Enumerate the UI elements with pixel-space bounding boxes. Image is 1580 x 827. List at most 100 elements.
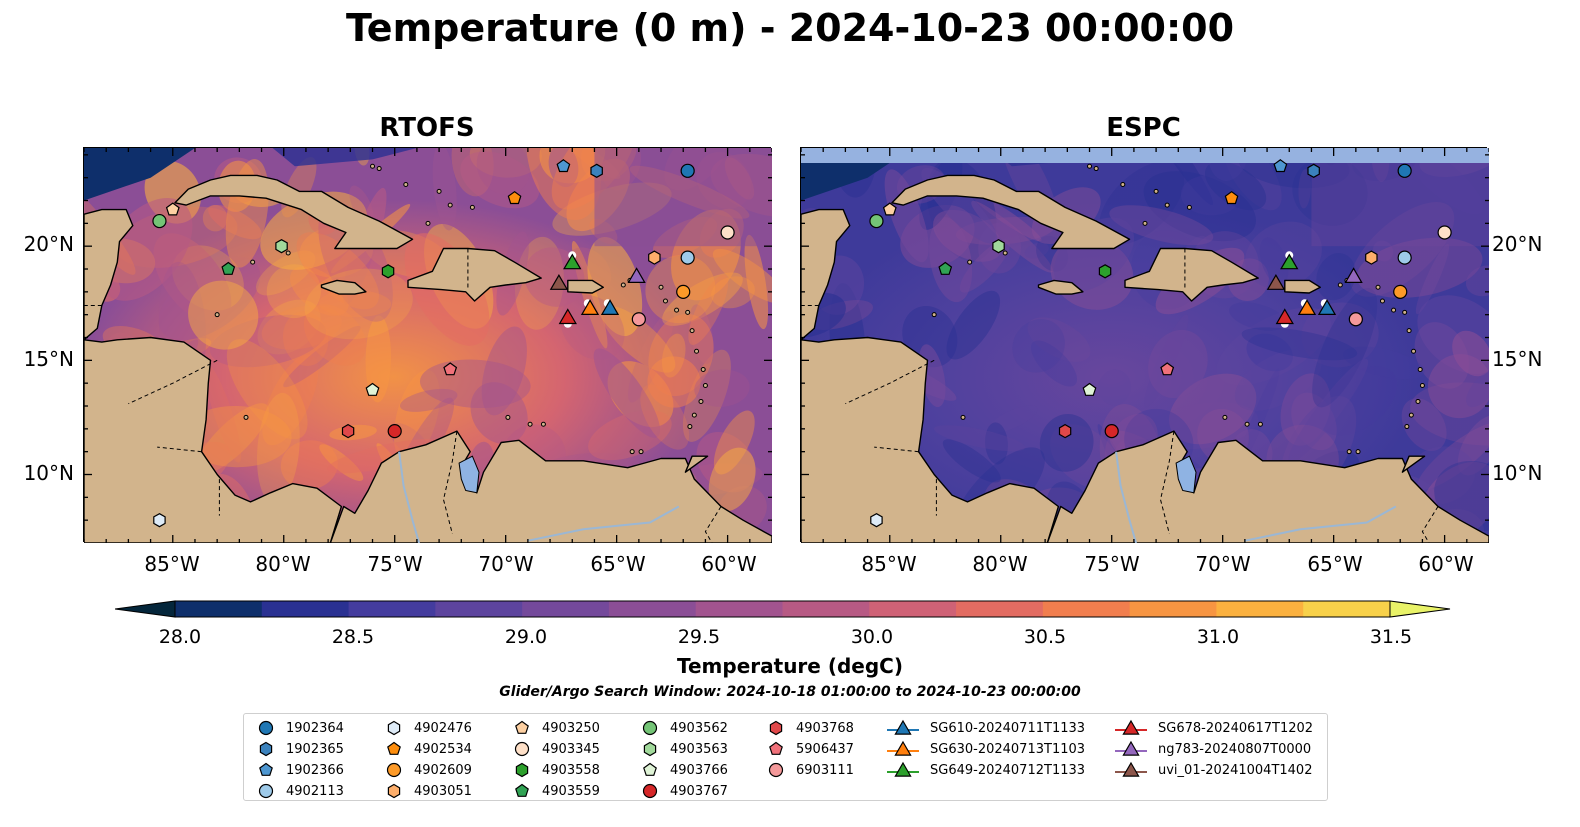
legend-label: uvi_01-20241004T1402: [1158, 762, 1313, 778]
legend-marker-icon: [515, 762, 529, 778]
legend-marker-icon: [643, 741, 657, 757]
colorbar-bin: [869, 601, 957, 617]
colorbar-label: Temperature (degC): [677, 654, 903, 678]
legend-marker-icon: [259, 762, 273, 776]
colorbar-bin: [261, 601, 350, 617]
colorbar-bin: [435, 601, 523, 617]
legend-label: 4903051: [414, 783, 472, 799]
legend-item: 4903250: [512, 718, 600, 738]
legend-marker-icon: [894, 761, 912, 777]
lon-tick-label: 85°W: [144, 552, 200, 576]
legend-item: 4902609: [384, 760, 472, 780]
argo-float-marker: [152, 213, 167, 229]
legend-item: uvi_01-20241004T1402: [1114, 760, 1312, 780]
glider-marker: [1344, 267, 1363, 283]
colorbar-bin: [782, 601, 870, 617]
argo-float-marker: [1224, 190, 1239, 205]
lon-tick-label: 80°W: [255, 552, 311, 576]
argo-float-marker: [1365, 250, 1378, 265]
legend-label: 1902365: [286, 741, 344, 757]
land-jamaica: [320, 279, 367, 295]
legend-label: 4902534: [414, 741, 472, 757]
land-hispaniola: [407, 247, 542, 302]
legend-label: 4903558: [542, 762, 600, 778]
legend-label: 4902113: [286, 783, 344, 799]
argo-float-marker: [869, 213, 884, 229]
legend-marker-icon: [642, 783, 658, 799]
legend-item: 4903558: [512, 760, 600, 780]
glider-marker: [549, 274, 569, 290]
glider-marker: [563, 253, 582, 270]
legend-marker-icon: [894, 719, 912, 735]
argo-float-marker: [1098, 264, 1112, 279]
legend-item: 6903111: [766, 760, 854, 780]
colorbar-tick-label: 29.5: [677, 626, 721, 648]
colorbar-tick-label: 29.0: [504, 626, 548, 648]
lat-tick-label: 20°N: [1492, 232, 1543, 256]
lon-tick-label: 85°W: [861, 552, 917, 576]
colorbar-tick-label: 28.0: [158, 626, 202, 648]
argo-float-marker: [507, 190, 522, 205]
legend-item: 4903768: [766, 718, 854, 738]
argo-float-marker: [680, 163, 695, 178]
legend-marker-icon: [515, 783, 529, 797]
legend-label: 4903559: [542, 783, 600, 799]
legend-item: 4903051: [384, 781, 472, 801]
land-cuba: [174, 174, 414, 250]
colorbar-bin: [1129, 601, 1217, 617]
legend-item: 4903562: [640, 718, 728, 738]
colorbar-tick-label: 30.0: [850, 626, 894, 648]
land-centralAmerica: [84, 336, 343, 543]
lat-tick-label: 10°N: [1492, 461, 1543, 485]
glider-marker: [1266, 274, 1286, 290]
legend-label: SG630-20240713T1103: [930, 741, 1086, 757]
legend-marker-icon: [258, 720, 274, 736]
legend-marker-icon: [514, 741, 530, 757]
legend-item: 4903766: [640, 760, 728, 780]
glider-marker: [1297, 299, 1317, 315]
land-centralAmerica: [801, 336, 1060, 543]
colorbar-bin: [175, 601, 263, 617]
legend-item: 4902113: [256, 781, 344, 801]
colorbar-tick-label: 30.5: [1023, 626, 1067, 648]
argo-float-marker: [387, 424, 402, 439]
legend-label: 4903563: [670, 741, 728, 757]
legend-item: 5906437: [766, 739, 854, 759]
colorbar-bin: [1216, 601, 1304, 617]
legend-label: 4903766: [670, 762, 728, 778]
argo-float-marker: [1160, 362, 1175, 376]
legend-item: 1902365: [256, 739, 344, 759]
land-jamaica: [1037, 279, 1084, 295]
legend-label: 4902476: [414, 720, 472, 736]
land-trinidad: [1401, 455, 1426, 473]
legend-marker-icon: [387, 741, 401, 755]
colorbar-extend-min: [115, 600, 176, 618]
argo-float-marker: [882, 202, 897, 216]
glider-marker: [1280, 253, 1299, 270]
argo-float-marker: [1397, 163, 1412, 178]
legend-marker-icon: [642, 720, 658, 736]
glider-marker: [600, 299, 620, 315]
argo-float-marker: [1273, 159, 1288, 173]
legend-marker-icon: [515, 720, 529, 734]
legend-marker-icon: [1122, 719, 1140, 735]
colorbar-bin: [695, 601, 783, 617]
legend-marker-icon: [259, 741, 273, 757]
colorbar-bin: [348, 601, 436, 617]
legend-label: 6903111: [796, 762, 854, 778]
lat-tick-label: 15°N: [1492, 347, 1543, 371]
land-trinidad: [684, 455, 709, 473]
legend-label: 5906437: [796, 741, 854, 757]
legend-label: 4903562: [670, 720, 728, 736]
argo-float-marker: [275, 239, 288, 254]
lon-tick-label: 60°W: [1418, 552, 1474, 576]
legend-item: 1902364: [256, 718, 344, 738]
panel-title-espc: ESPC: [1106, 113, 1181, 143]
legend-marker-icon: [258, 783, 274, 799]
colorbar-extend-max: [1389, 600, 1451, 618]
argo-float-marker: [680, 250, 695, 265]
lat-tick-label: 20°N: [23, 232, 74, 256]
legend-label: 4903345: [542, 741, 600, 757]
legend-label: SG610-20240711T1133: [930, 720, 1086, 736]
argo-float-marker: [153, 513, 166, 528]
